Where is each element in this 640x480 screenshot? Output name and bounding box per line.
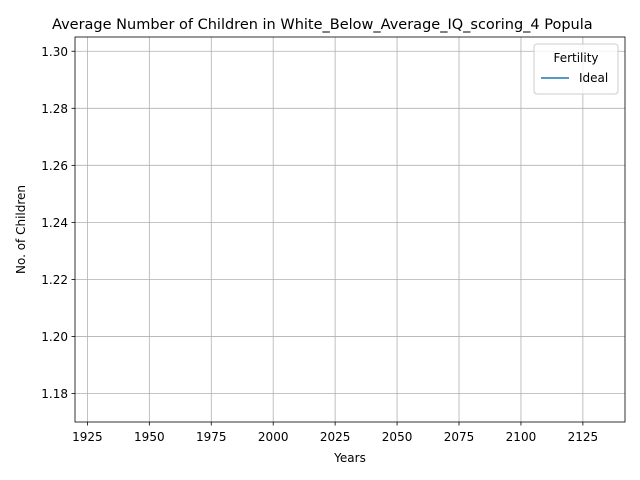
x-tick-label: 2025 bbox=[320, 430, 351, 444]
x-axis: 1925 1950 1975 2000 2025 2050 2075 2100 2125 bbox=[72, 422, 598, 444]
y-axis-label: No. of Children bbox=[14, 185, 28, 274]
x-tick-label: 1925 bbox=[72, 430, 103, 444]
x-tick-label: 2125 bbox=[568, 430, 599, 444]
legend-title: Fertility bbox=[553, 51, 598, 65]
x-tick-label: 2075 bbox=[444, 430, 475, 444]
x-tick-label: 2000 bbox=[258, 430, 289, 444]
x-tick-label: 2100 bbox=[506, 430, 537, 444]
plot-frame bbox=[74, 36, 626, 423]
x-tick-label: 2050 bbox=[382, 430, 413, 444]
y-axis: 1.18 1.20 1.22 1.24 1.26 1.28 1.30 bbox=[41, 45, 75, 401]
legend-label-ideal: Ideal bbox=[579, 71, 608, 85]
y-tick-label: 1.30 bbox=[41, 45, 68, 59]
x-tick-label: 1950 bbox=[134, 430, 165, 444]
grid bbox=[75, 37, 625, 422]
y-tick-label: 1.22 bbox=[41, 273, 68, 287]
x-tick-label: 1975 bbox=[196, 430, 227, 444]
y-tick-label: 1.18 bbox=[41, 387, 68, 401]
y-tick-label: 1.24 bbox=[41, 216, 68, 230]
y-tick-label: 1.28 bbox=[41, 102, 68, 116]
chart-title: Average Number of Children in White_Belo… bbox=[52, 17, 593, 33]
x-axis-label: Years bbox=[333, 451, 366, 465]
legend: Fertility Ideal bbox=[533, 43, 619, 95]
legend-box bbox=[533, 43, 619, 95]
y-tick-label: 1.20 bbox=[41, 330, 68, 344]
y-tick-label: 1.26 bbox=[41, 159, 68, 173]
